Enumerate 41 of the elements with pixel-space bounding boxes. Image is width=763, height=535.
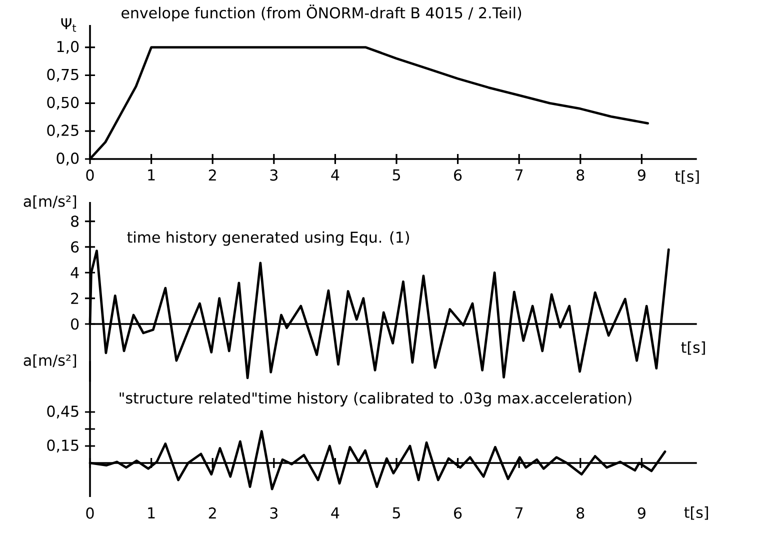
y-tick-label: 8 [71, 216, 79, 227]
x-tick-label: 9 [638, 507, 646, 519]
y-tick-label: 0 [71, 318, 79, 330]
x-tick-label: 4 [331, 507, 340, 518]
x-tick-label: 7 [516, 169, 523, 180]
y-tick-label: 0,0 [56, 152, 79, 166]
x-tick-label: 1 [148, 507, 155, 518]
y-tick-label: 4 [70, 267, 79, 278]
y-axis-title: a[m/s²] [24, 354, 76, 368]
y-tick-label: 0,75 [47, 68, 78, 82]
y-tick-label: 0,45 [47, 406, 78, 418]
x-tick-label: 2 [208, 507, 216, 519]
chart-title: envelope function (from ÖNORM-draft B 4015 / 2.Teil) [122, 4, 522, 22]
x-tick-label: 0 [86, 169, 94, 181]
text: time history generated using Equ. (1) [127, 231, 409, 246]
x-tick-label: 4 [331, 169, 340, 180]
x-axis-title: t[s] [684, 506, 708, 520]
y-tick-label: 0,25 [47, 124, 78, 138]
x-tick-label: 3 [270, 169, 278, 181]
x-tick-label: 5 [392, 169, 400, 181]
y-axis-title: a[m/s²] [24, 195, 76, 209]
x-tick-label: 8 [576, 169, 584, 181]
x-tick-label: 8 [576, 507, 584, 519]
x-tick-label: 0 [86, 507, 94, 519]
y-tick-label: 0,50 [47, 96, 79, 110]
x-tick-label: 1 [148, 169, 155, 180]
x-tick-label: 5 [392, 507, 400, 519]
y-tick-label: 6 [71, 241, 79, 253]
x-tick-label: 3 [270, 507, 278, 519]
x-tick-label: 9 [638, 169, 646, 181]
y-tick-label: 0,15 [47, 440, 78, 452]
text: "structure related"time history (calibrated to .03g max.acceleration) [120, 392, 632, 407]
y-axis-title: Ψ$_{t}$ [61, 18, 76, 32]
x-tick-label: 7 [516, 507, 523, 518]
x-axis-title: t[s] [675, 170, 699, 184]
x-tick-label: 2 [208, 169, 216, 181]
y-tick-label: 2 [71, 292, 78, 304]
x-axis-title: t[s] [681, 341, 705, 355]
x-tick-label: 6 [454, 169, 462, 181]
y-tick-label: 1,0 [57, 40, 79, 54]
x-tick-label: 6 [454, 507, 462, 519]
